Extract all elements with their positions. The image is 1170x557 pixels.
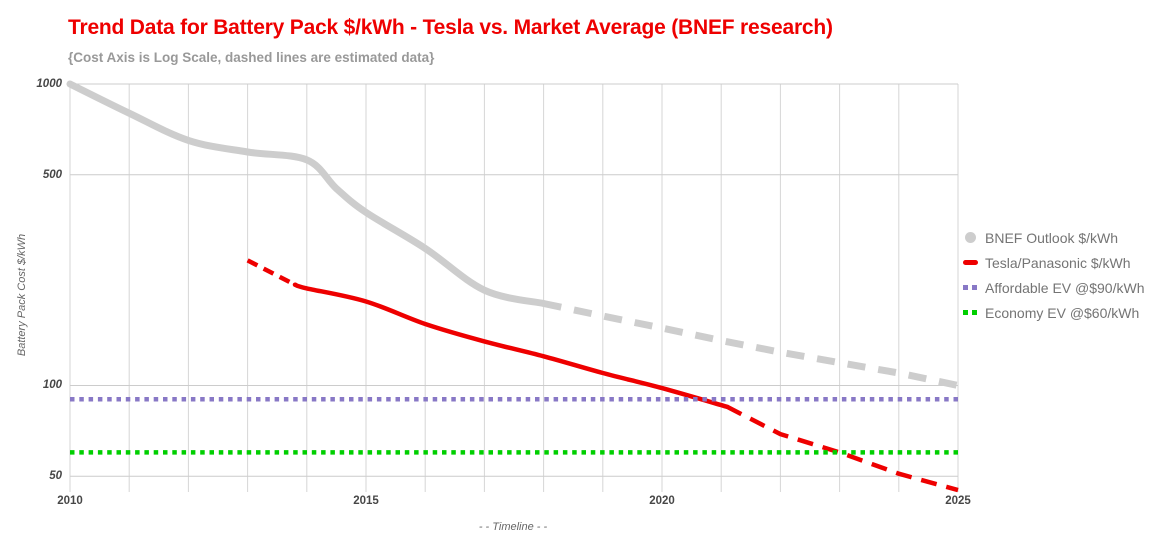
tesla-panasonic-kwh-dashed-line (726, 404, 959, 493)
legend-label-tesla: Tesla/Panasonic $/kWh (985, 254, 1131, 271)
x-tick-2020: 2020 (649, 495, 675, 507)
bnef-outlook-kwh-dashed-line (542, 300, 959, 389)
tesla-panasonic-kwh-dashed-line (246, 258, 297, 287)
y-tick-500: 500 (42, 169, 62, 181)
economy-series-marker-icon (962, 310, 978, 315)
x-tick-2015: 2015 (353, 495, 379, 507)
tesla-series-marker-icon (962, 260, 978, 265)
chart-title: Trend Data for Battery Pack $/kWh - Tesl… (68, 16, 833, 39)
legend-label-affordable: Affordable EV @$90/kWh (985, 279, 1145, 296)
x-tick-2025: 2025 (945, 495, 971, 507)
legend-label-bnef: BNEF Outlook $/kWh (985, 229, 1119, 246)
tesla-panasonic-kwh-solid-line (292, 282, 730, 410)
chart-subtitle: {Cost Axis is Log Scale, dashed lines ar… (68, 50, 435, 65)
affordable-series-marker-icon (962, 285, 978, 290)
bnef-series-marker-icon (962, 232, 978, 243)
legend-item-affordable-ev: Affordable EV @$90/kWh (962, 275, 1144, 300)
y-tick-50: 50 (49, 470, 62, 482)
legend-item-tesla-panasonic: Tesla/Panasonic $/kWh (962, 250, 1144, 275)
legend-item-economy-ev: Economy EV @$60/kWh (962, 300, 1144, 325)
y-tick-1000: 1000 (36, 78, 62, 90)
legend-item-bnef-outlook: BNEF Outlook $/kWh (962, 225, 1144, 250)
bnef-outlook-kwh-solid-line (66, 80, 548, 307)
x-tick-2010: 2010 (57, 495, 83, 507)
y-axis-title: Battery Pack Cost $/kWh (16, 233, 28, 357)
legend: BNEF Outlook $/kWh Tesla/Panasonic $/kWh… (962, 225, 1144, 325)
x-axis-title: - - Timeline - - (478, 521, 548, 533)
y-tick-100: 100 (42, 379, 62, 391)
legend-label-economy: Economy EV @$60/kWh (985, 304, 1140, 321)
